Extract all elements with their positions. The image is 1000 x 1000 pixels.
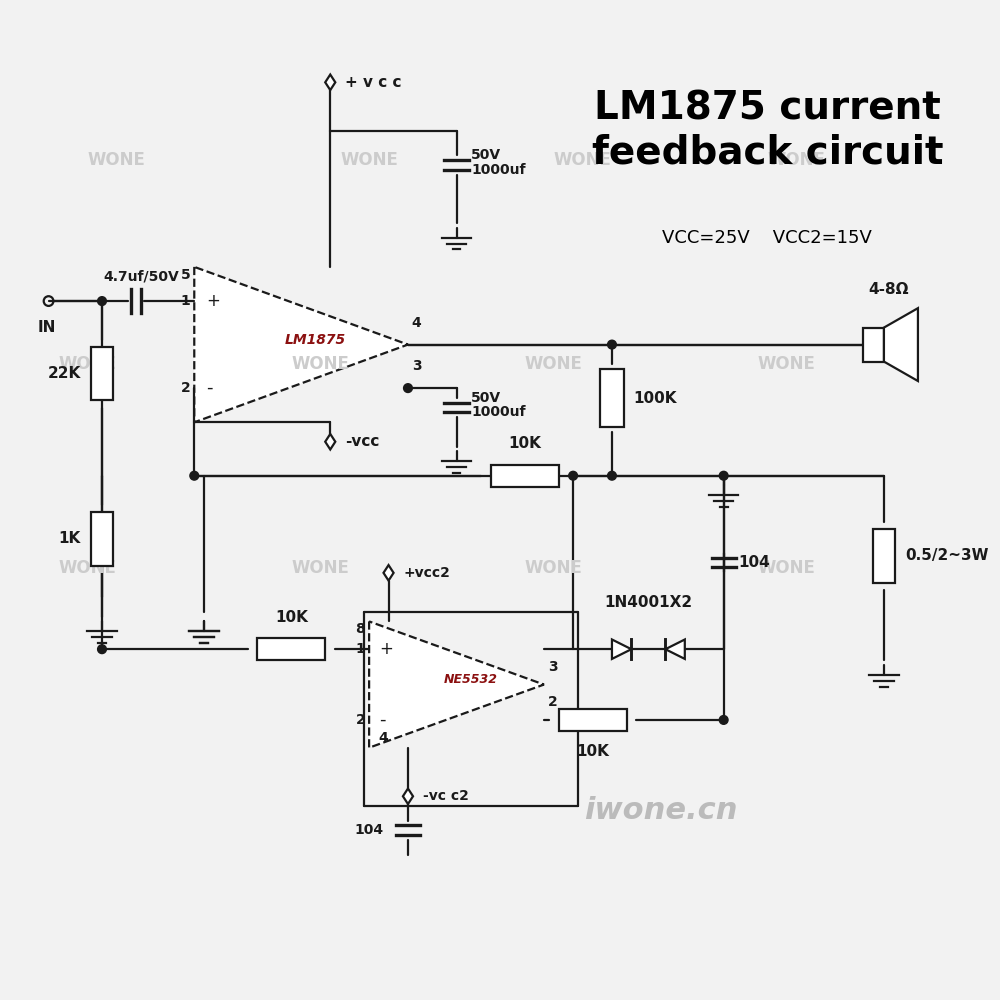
- Text: WONE: WONE: [554, 151, 612, 169]
- Text: 1: 1: [355, 642, 365, 656]
- Text: WONE: WONE: [58, 559, 116, 577]
- Text: 50V: 50V: [471, 391, 501, 405]
- Text: -vcc: -vcc: [345, 434, 379, 449]
- Polygon shape: [383, 565, 394, 581]
- Text: +: +: [379, 640, 393, 658]
- Text: + v c c: + v c c: [345, 75, 401, 90]
- Text: LM1875 current
feedback circuit: LM1875 current feedback circuit: [592, 90, 943, 172]
- Text: 10K: 10K: [576, 744, 609, 759]
- Polygon shape: [665, 639, 685, 659]
- Text: 4: 4: [412, 316, 422, 330]
- Circle shape: [719, 716, 728, 724]
- Text: -vc c2: -vc c2: [423, 789, 468, 803]
- Text: WONE: WONE: [292, 355, 349, 373]
- Text: 100K: 100K: [633, 391, 677, 406]
- Text: iwone.cn: iwone.cn: [584, 796, 737, 825]
- Circle shape: [98, 645, 106, 654]
- Text: WONE: WONE: [768, 151, 825, 169]
- Text: 2: 2: [548, 695, 558, 709]
- Text: WONE: WONE: [758, 559, 816, 577]
- Text: 1000uf: 1000uf: [471, 405, 526, 419]
- Text: 4-8Ω: 4-8Ω: [869, 282, 909, 297]
- Polygon shape: [325, 75, 335, 90]
- Text: +vcc2: +vcc2: [403, 566, 450, 580]
- Polygon shape: [194, 267, 408, 422]
- Text: WONE: WONE: [88, 151, 146, 169]
- Text: VCC=25V    VCC2=15V: VCC=25V VCC2=15V: [662, 229, 872, 247]
- Text: 2: 2: [355, 713, 365, 727]
- Text: 104: 104: [355, 823, 384, 837]
- Bar: [91, 347, 113, 400]
- Polygon shape: [369, 621, 544, 748]
- Text: 4: 4: [379, 731, 389, 745]
- Polygon shape: [612, 639, 631, 659]
- Circle shape: [719, 471, 728, 480]
- Text: 10K: 10K: [275, 610, 308, 625]
- Text: WONE: WONE: [758, 355, 816, 373]
- Text: NE5532: NE5532: [444, 673, 498, 686]
- Text: 10K: 10K: [508, 436, 541, 451]
- Text: 3: 3: [412, 359, 421, 373]
- Polygon shape: [884, 308, 918, 381]
- Text: WONE: WONE: [525, 355, 583, 373]
- Bar: [491, 465, 559, 487]
- Circle shape: [608, 471, 616, 480]
- Text: 4.7uf/50V: 4.7uf/50V: [103, 270, 179, 284]
- Text: WONE: WONE: [58, 355, 116, 373]
- Bar: [873, 529, 895, 583]
- Circle shape: [569, 471, 577, 480]
- Text: 1K: 1K: [58, 531, 81, 546]
- Text: 104: 104: [738, 555, 770, 570]
- Text: 1N4001X2: 1N4001X2: [604, 595, 692, 610]
- Circle shape: [404, 384, 412, 392]
- Bar: [863, 328, 884, 362]
- Bar: [600, 369, 624, 427]
- Text: 0.5/2~3W: 0.5/2~3W: [905, 548, 989, 563]
- Circle shape: [608, 340, 616, 349]
- Text: WONE: WONE: [292, 559, 349, 577]
- Text: 22K: 22K: [47, 366, 81, 381]
- Text: 1000uf: 1000uf: [471, 163, 526, 177]
- Text: LM1875: LM1875: [285, 333, 346, 347]
- Bar: [257, 638, 325, 660]
- Text: WONE: WONE: [340, 151, 398, 169]
- Bar: [559, 709, 627, 731]
- Text: 3: 3: [548, 660, 557, 674]
- Polygon shape: [403, 788, 413, 804]
- Circle shape: [190, 471, 199, 480]
- Text: 8: 8: [355, 622, 365, 636]
- Circle shape: [98, 297, 106, 305]
- Text: 1: 1: [181, 294, 190, 308]
- Text: WONE: WONE: [525, 559, 583, 577]
- Text: -: -: [206, 379, 212, 397]
- Text: 2: 2: [181, 381, 190, 395]
- Text: 50V: 50V: [471, 148, 501, 162]
- Bar: [91, 512, 113, 566]
- Text: +: +: [206, 292, 220, 310]
- Text: -: -: [379, 711, 385, 729]
- Text: 5: 5: [181, 268, 190, 282]
- Text: IN: IN: [37, 320, 56, 335]
- Polygon shape: [325, 434, 335, 449]
